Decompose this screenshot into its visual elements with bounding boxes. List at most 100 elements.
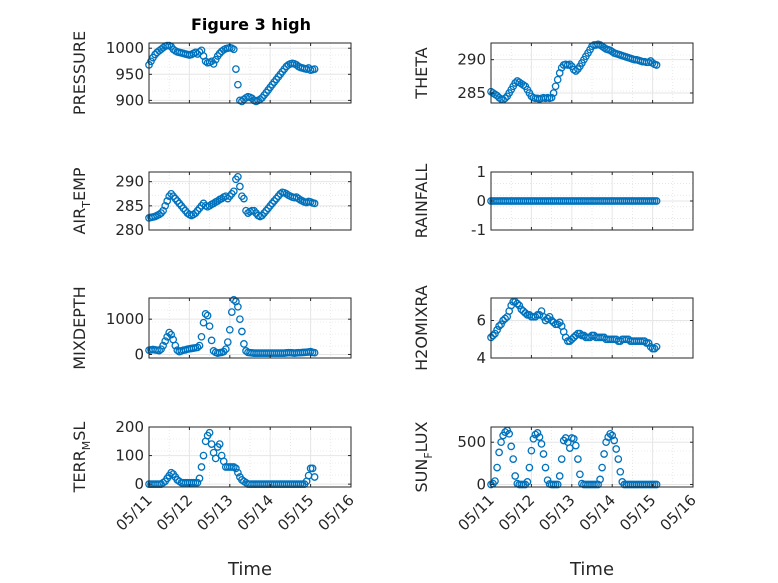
data-point [565,60,574,69]
data-point [161,337,170,345]
data-point [197,332,206,341]
data-point [167,468,176,477]
x-tick-label: 05/13 [193,491,236,534]
data-point [553,480,562,489]
x-tick-label: 05/15 [616,491,659,534]
y-tick-label: 100 [115,447,144,465]
data-point [236,315,244,324]
y-tick-label: 6 [476,312,486,330]
data-point [652,61,661,69]
data-point [234,172,242,181]
y-tick-label: 950 [115,65,144,83]
y-axis-label: MIXDEPTH [70,286,89,369]
y-tick-label: 280 [115,221,144,239]
data-point [571,441,580,450]
data-point [527,446,536,455]
data-point [209,60,218,68]
axes-frame [490,426,694,488]
data-point [171,341,180,350]
x-axis-label: Time [569,559,614,580]
data-point [650,344,659,353]
data-point [165,328,174,337]
data-point [543,314,552,323]
subplot-pressure: 900 950 1000 PRESSURE [70,31,352,115]
data-point [294,194,303,203]
data-point [163,197,172,205]
data-point [574,455,582,463]
data-point [234,302,242,311]
data-point [240,340,248,348]
x-tick-label: 05/11 [455,491,498,534]
data-point [569,434,578,443]
axes-frame [490,297,694,359]
data-point [195,341,204,350]
data-point [155,346,163,355]
data-point [535,311,544,319]
data-point [213,197,222,205]
data-point [511,472,520,480]
data-point [614,455,623,463]
y-axis-label: PRESSURE [70,31,89,115]
axes-frame [148,297,352,359]
data-point [211,454,220,463]
data-point [229,295,238,304]
subplot-mixdepth: 0 1000 MIXDEPTH [70,286,352,370]
data-point [221,345,230,354]
data-point [195,474,204,483]
data-point [240,194,248,203]
data-point [525,463,534,472]
data-point [229,45,238,54]
data-point [571,67,580,75]
x-tick-label: 05/13 [535,491,578,534]
data-point [652,342,661,351]
data-point [147,57,155,66]
y-axis-label: AIRTEMP [70,167,93,234]
data-point [547,93,556,102]
y-tick-label: 285 [457,84,486,102]
data-point [205,428,214,437]
data-point [159,341,167,350]
axes-frame [490,42,694,104]
y-tick-label: 1000 [106,39,144,57]
data-point [501,314,509,323]
data-point [509,455,518,463]
data-point [491,477,499,485]
y-axis-label: TERRMSL [70,422,93,494]
data-point [163,332,172,341]
y-tick-label: 0 [134,475,144,493]
y-tick-label: 1000 [106,310,144,328]
data-point [161,201,170,210]
data-point [193,478,202,487]
data-point [207,440,216,448]
data-point [201,310,210,318]
subplot-theta: 285 290 THETA [412,40,694,104]
data-point [608,431,617,440]
data-point [539,450,548,458]
data-point [553,320,562,329]
data-point [612,445,621,453]
data-point [576,329,584,338]
data-point [205,322,214,331]
data-point [640,337,649,345]
data-point [501,428,509,436]
data-point [505,429,514,438]
data-point [197,463,206,471]
y-tick-label: 1 [476,163,486,181]
y-tick-label: 0 [134,345,144,363]
data-point [652,197,661,205]
data-point [610,436,619,445]
data-point [600,450,608,458]
data-point [576,470,584,479]
x-tick-label: 05/11 [113,491,156,534]
data-point [606,429,615,438]
data-point [234,80,242,89]
data-point [493,326,501,334]
data-point [232,65,240,73]
x-tick-label: 05/14 [576,491,619,534]
y-axis-label: RAINFALL [412,164,431,239]
data-point [199,318,208,327]
axes-frame [148,42,352,104]
data-point [167,330,176,339]
